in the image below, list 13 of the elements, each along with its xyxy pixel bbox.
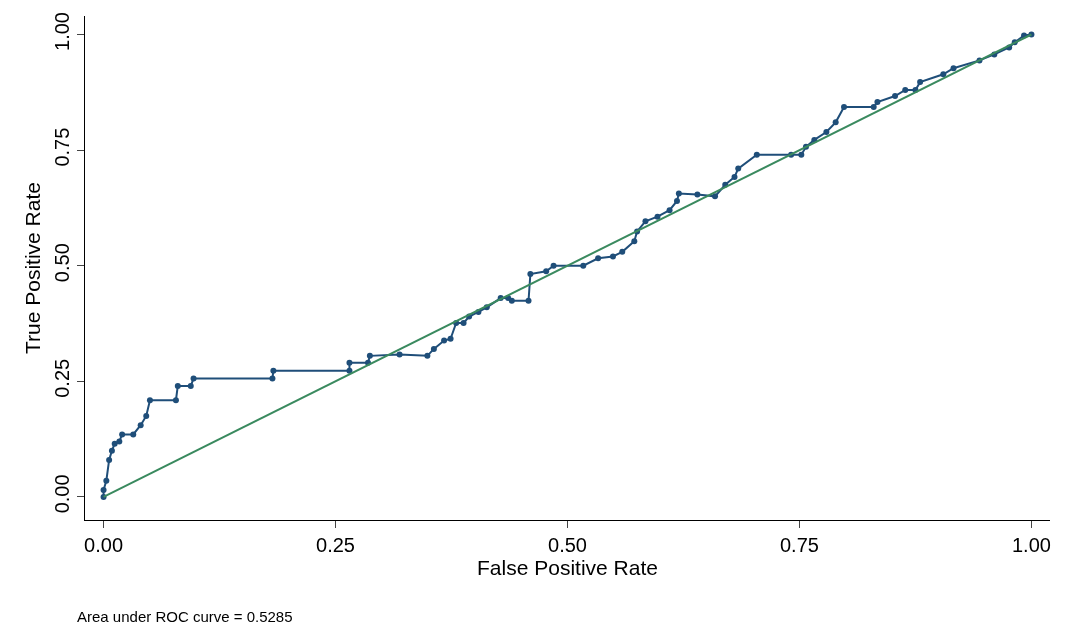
y-axis-title: True Positive Rate [21, 182, 45, 354]
y-tick-label: 0.50 [51, 243, 73, 283]
x-tick-label: 0.00 [84, 534, 124, 556]
x-tick-label: 1.00 [1011, 534, 1051, 556]
x-tick-label: 0.50 [548, 534, 587, 556]
y-tick-label: 1.00 [51, 12, 73, 51]
text: Area under ROC curve = 0.5285 [77, 608, 293, 624]
y-tick-label: 0.75 [51, 127, 73, 167]
y-tick-label: 0.25 [51, 358, 73, 398]
x-axis-title: False Positive Rate [477, 556, 658, 579]
x-tick-label: 0.25 [316, 534, 355, 556]
x-tick-label: 0.75 [780, 534, 819, 556]
y-tick-label: 0.00 [51, 474, 73, 514]
